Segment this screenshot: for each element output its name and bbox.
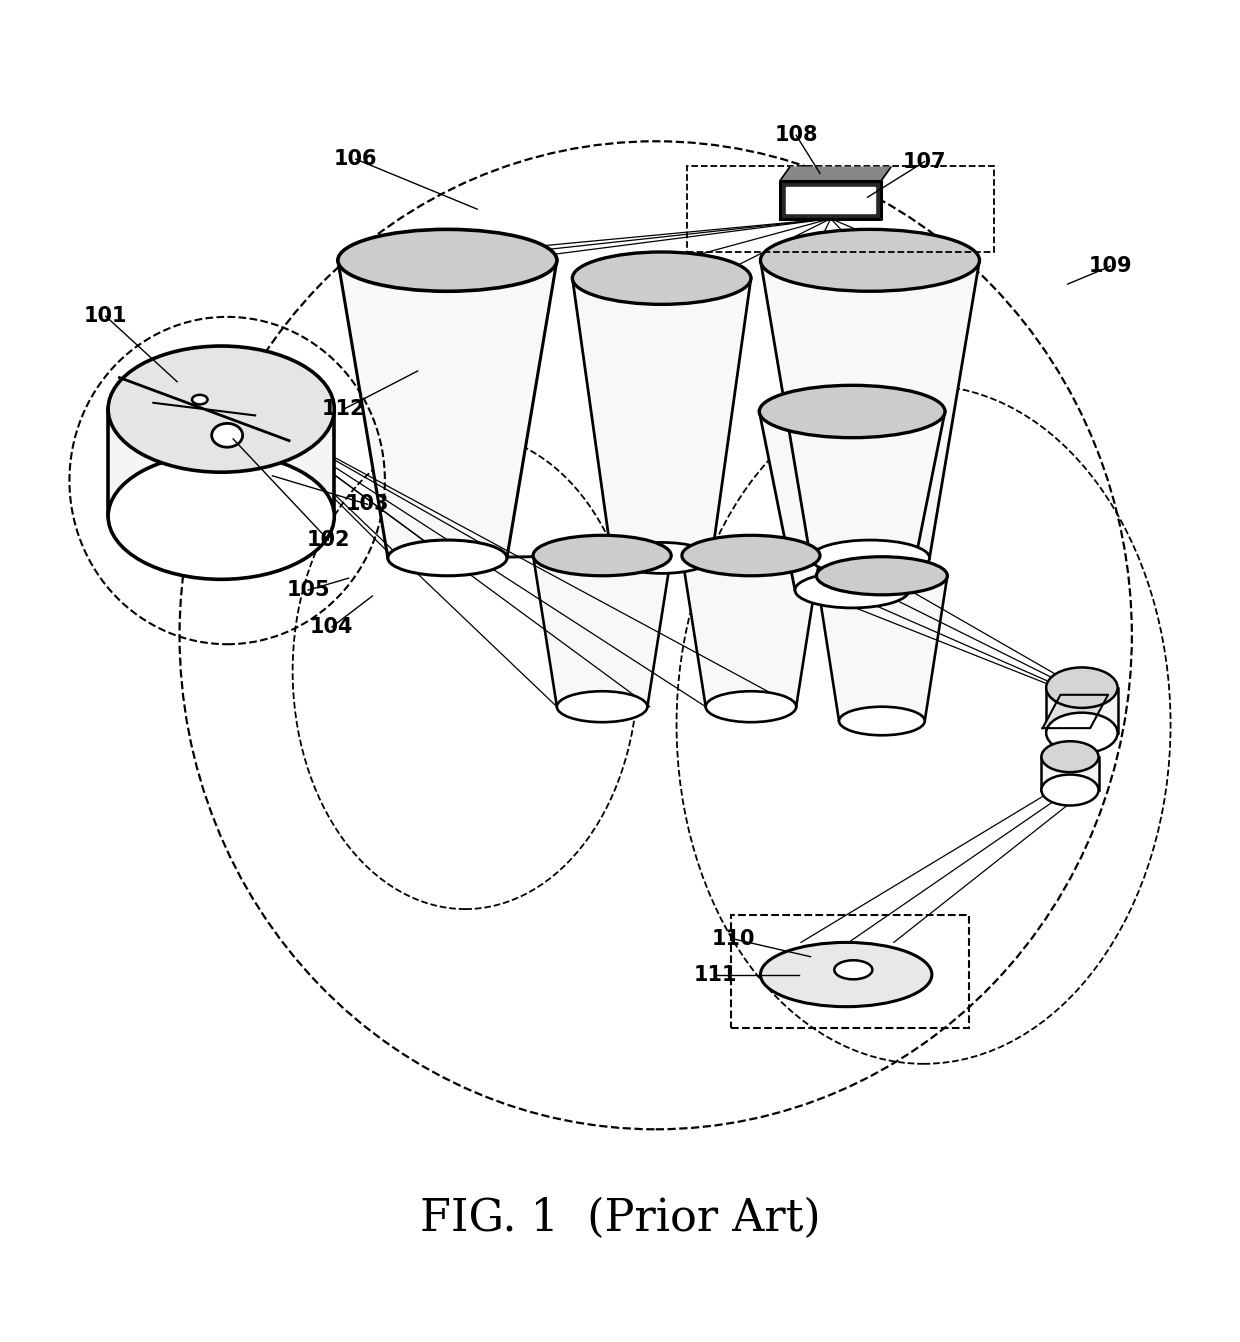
Ellipse shape [533,535,671,576]
Ellipse shape [816,557,947,595]
Polygon shape [816,576,947,721]
Text: 112: 112 [322,399,366,419]
Polygon shape [573,278,751,558]
Polygon shape [682,556,820,707]
Bar [730,915,968,1028]
Ellipse shape [760,942,932,1006]
Polygon shape [759,412,945,590]
Polygon shape [760,260,980,558]
Polygon shape [337,260,557,558]
Ellipse shape [388,539,507,576]
Text: 105: 105 [286,580,330,600]
Ellipse shape [839,707,925,735]
Polygon shape [786,187,875,212]
Text: 108: 108 [775,125,818,145]
Ellipse shape [759,385,945,437]
Ellipse shape [706,691,796,722]
Ellipse shape [1047,713,1117,753]
Polygon shape [533,556,671,707]
Polygon shape [780,168,890,181]
Polygon shape [780,181,882,219]
Ellipse shape [1047,667,1117,707]
Bar [687,166,993,252]
Ellipse shape [1042,774,1099,805]
Ellipse shape [835,961,873,980]
Ellipse shape [337,229,557,291]
Text: 106: 106 [334,149,377,169]
Text: 110: 110 [712,929,755,949]
Text: 107: 107 [903,152,946,172]
Text: 111: 111 [693,965,737,985]
Polygon shape [1043,695,1109,729]
Ellipse shape [108,346,335,472]
Ellipse shape [557,691,647,722]
Ellipse shape [1042,741,1099,772]
Ellipse shape [682,535,820,576]
Ellipse shape [108,454,335,580]
Ellipse shape [760,229,980,291]
Ellipse shape [212,423,243,447]
Polygon shape [1042,757,1099,790]
Text: 104: 104 [310,617,353,637]
Text: 109: 109 [1089,256,1132,276]
Text: 102: 102 [306,530,350,550]
Ellipse shape [573,252,751,305]
Text: FIG. 1  (Prior Art): FIG. 1 (Prior Art) [419,1197,821,1240]
Ellipse shape [811,539,930,576]
Text: 103: 103 [346,494,389,514]
Ellipse shape [611,542,712,573]
Ellipse shape [795,572,909,608]
Polygon shape [1047,687,1117,733]
Text: 101: 101 [84,306,128,326]
Ellipse shape [192,395,207,404]
Polygon shape [108,409,335,517]
